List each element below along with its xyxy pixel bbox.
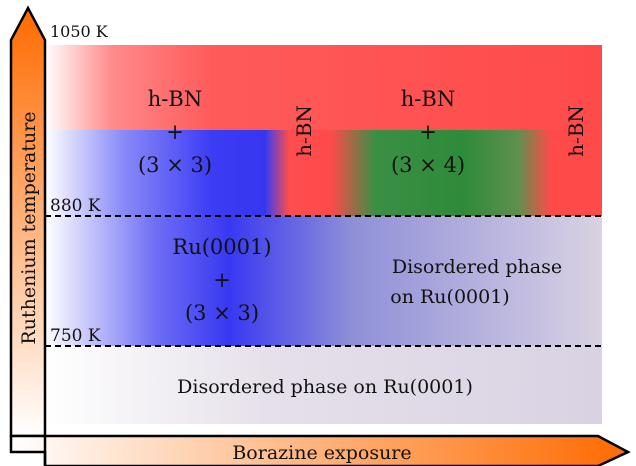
disordered-mid-line2: on Ru(0001) — [390, 286, 509, 308]
temp-750k: 750 K — [50, 326, 101, 346]
y-axis-label: Ruthenium temperature — [18, 111, 40, 344]
region-3x4 — [331, 130, 551, 216]
ru-3x3-line1: Ru(0001) — [172, 235, 271, 259]
temp-1050k: 1050 K — [50, 22, 109, 41]
region-hbn-top — [45, 45, 602, 131]
ru-3x3-plus: + — [213, 268, 231, 292]
hbn-right-vertical: h-BN — [564, 105, 588, 157]
temp-880k: 880 K — [50, 196, 101, 216]
hbn-3x3-plus: + — [166, 120, 184, 144]
x-axis-label: Borazine exposure — [232, 442, 411, 464]
region-disordered-bottom — [45, 346, 602, 424]
region-3x3-top — [45, 130, 267, 216]
x-axis-arrow — [9, 434, 631, 466]
disordered-mid-line1: Disordered phase — [392, 256, 562, 278]
disordered-bottom: Disordered phase on Ru(0001) — [177, 376, 473, 398]
hbn-3x4-plus: + — [419, 120, 437, 144]
hbn-mid-vertical: h-BN — [292, 105, 316, 157]
region-hbn-right — [550, 130, 602, 216]
hbn-3x4-line3: (3 × 4) — [391, 153, 465, 177]
region-ru-3x3-disordered — [45, 216, 602, 346]
hbn-3x3-line1: h-BN — [148, 87, 202, 111]
region-hbn-mid — [266, 130, 332, 216]
hbn-3x3-line3: (3 × 3) — [138, 153, 212, 177]
hbn-3x4-line1: h-BN — [401, 87, 455, 111]
ru-3x3-line3: (3 × 3) — [185, 301, 259, 325]
